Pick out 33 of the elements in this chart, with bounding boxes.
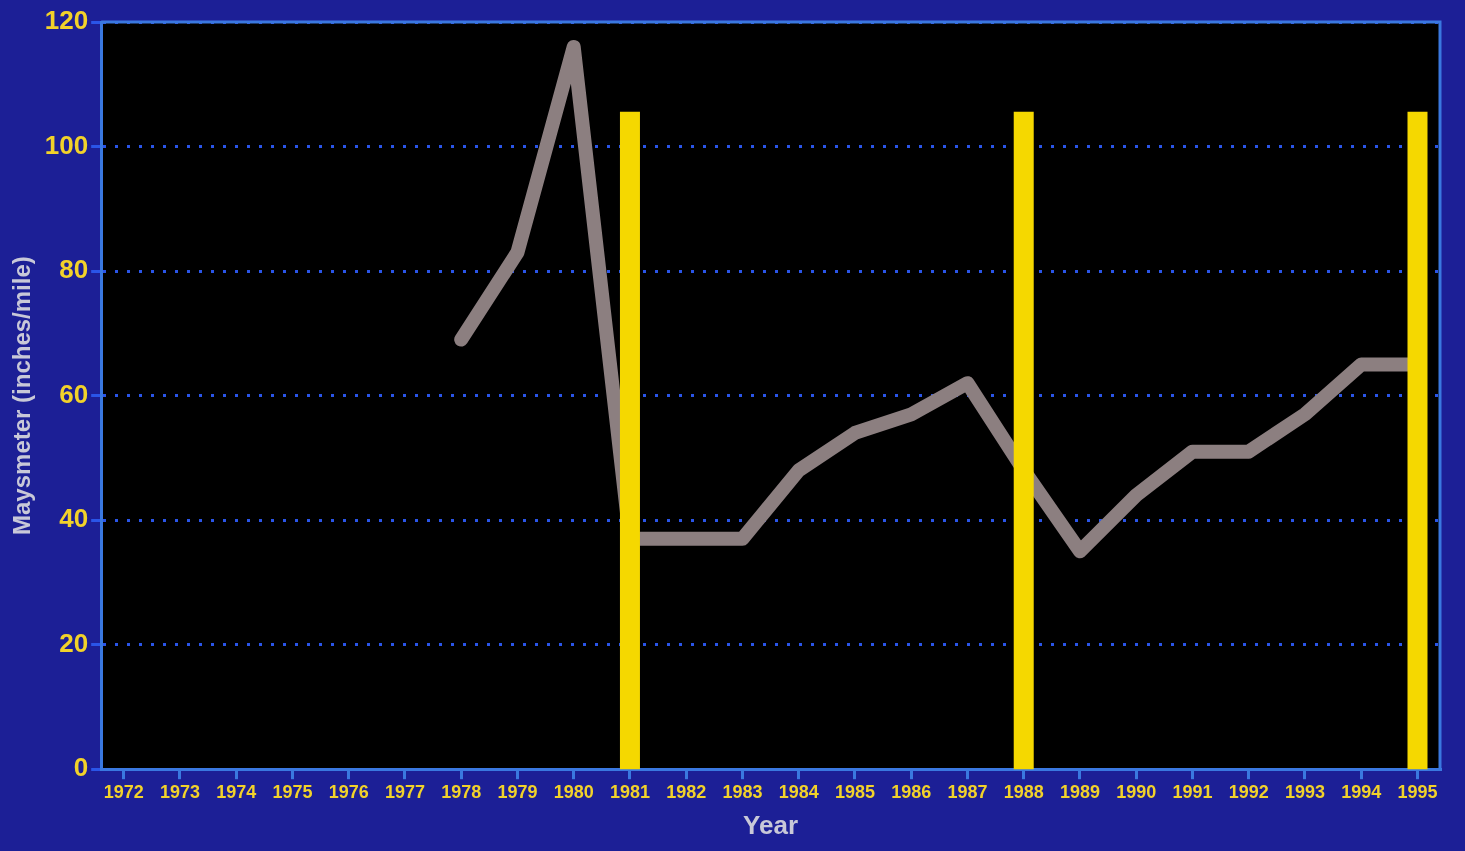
x-tick-label: 1987 xyxy=(947,781,988,802)
x-tick-label: 1989 xyxy=(1059,781,1100,802)
x-tick-label: 1975 xyxy=(272,781,313,802)
x-tick-label: 1992 xyxy=(1228,781,1269,802)
y-tick-label: 100 xyxy=(44,129,89,160)
x-tick-label: 1980 xyxy=(553,781,594,802)
x-tick-label: 1972 xyxy=(103,781,144,802)
x-tick-label: 1986 xyxy=(891,781,932,802)
y-tick-label: 120 xyxy=(44,5,89,36)
x-tick-label: 1985 xyxy=(834,781,875,802)
x-tick-label: 1995 xyxy=(1397,781,1438,802)
y-tick-label: 40 xyxy=(59,503,89,534)
x-tick-label: 1982 xyxy=(666,781,707,802)
x-tick-label: 1974 xyxy=(216,781,257,802)
x-tick-label: 1979 xyxy=(497,781,538,802)
x-tick-label: 1991 xyxy=(1172,781,1213,802)
y-tick-label: 0 xyxy=(73,752,89,783)
x-tick-label: 1978 xyxy=(441,781,482,802)
y-tick-label: 80 xyxy=(59,254,89,285)
x-tick-label: 1988 xyxy=(1003,781,1044,802)
y-tick-label: 60 xyxy=(59,378,89,409)
x-tick-label: 1976 xyxy=(328,781,369,802)
x-tick-label: 1983 xyxy=(722,781,763,802)
x-tick-label: 1990 xyxy=(1116,781,1157,802)
x-tick-label: 1973 xyxy=(159,781,200,802)
x-tick-label: 1993 xyxy=(1284,781,1326,802)
x-tick-label: 1977 xyxy=(384,781,425,802)
x-tick-label: 1984 xyxy=(778,781,819,802)
y-axis-title: Maysmeter (inches/mile) xyxy=(8,256,36,535)
y-tick-label: 20 xyxy=(59,627,89,658)
x-axis-title: Year xyxy=(743,809,799,840)
x-tick-label: 1981 xyxy=(609,781,650,802)
x-tick-label: 1994 xyxy=(1341,781,1382,802)
